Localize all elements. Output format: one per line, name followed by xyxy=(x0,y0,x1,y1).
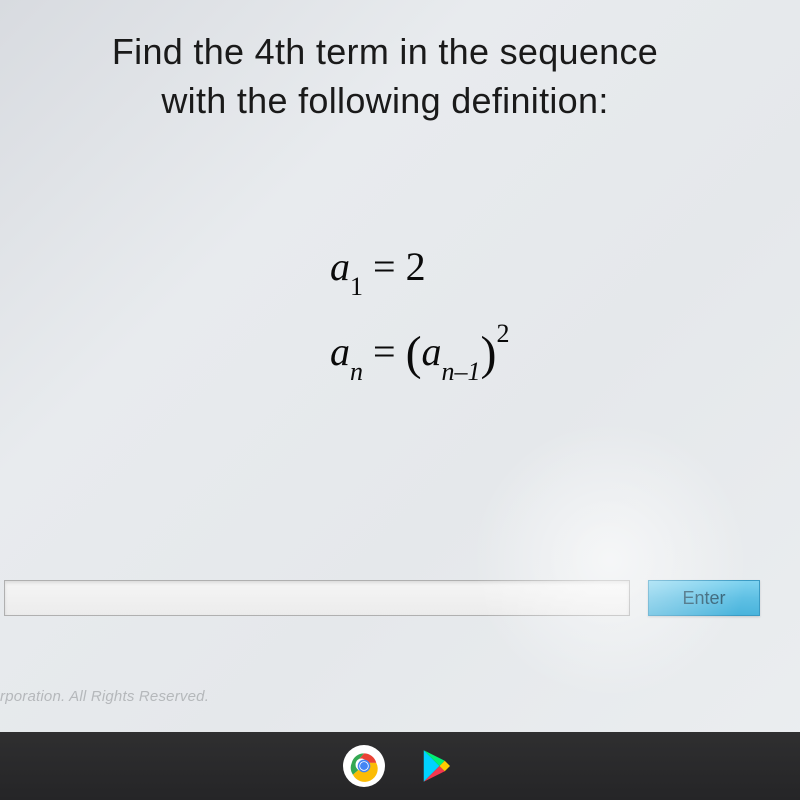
google-play-icon-svg xyxy=(415,745,457,787)
question-prompt: Find the 4th term in the sequence with t… xyxy=(30,28,740,125)
quiz-content: Find the 4th term in the sequence with t… xyxy=(0,0,800,380)
enter-button[interactable]: Enter xyxy=(648,580,760,616)
formula-line-2: an = (an–1)2 xyxy=(330,324,740,381)
answer-row: Enter xyxy=(4,580,760,616)
enter-button-label: Enter xyxy=(682,588,725,609)
google-play-icon[interactable] xyxy=(415,745,457,787)
formula-inner-var: a xyxy=(422,329,442,374)
question-line-2: with the following definition: xyxy=(161,80,608,121)
screen-glare xyxy=(470,420,750,700)
formula-inner-sub: n–1 xyxy=(442,357,481,386)
answer-input[interactable] xyxy=(4,580,630,616)
chrome-icon[interactable] xyxy=(343,745,385,787)
formula-eq-1: = xyxy=(363,244,406,289)
chrome-icon-svg xyxy=(345,747,383,785)
formula-eq-2: = xyxy=(363,329,406,374)
formula-var-a: a xyxy=(330,244,350,289)
formula-val-1: 2 xyxy=(406,244,426,289)
copyright-text: rporation. All Rights Reserved. xyxy=(0,688,209,705)
formula-sub-1: 1 xyxy=(350,272,363,301)
formula-line-1: a1 = 2 xyxy=(330,245,740,296)
taskbar xyxy=(0,732,800,800)
question-line-1: Find the 4th term in the sequence xyxy=(112,31,658,72)
formula-definition: a1 = 2 an = (an–1)2 xyxy=(330,245,740,380)
formula-exponent: 2 xyxy=(497,319,510,348)
formula-var-an: a xyxy=(330,329,350,374)
formula-sub-n: n xyxy=(350,357,363,386)
formula-paren-right: ) xyxy=(481,327,497,380)
formula-paren-left: ( xyxy=(406,327,422,380)
